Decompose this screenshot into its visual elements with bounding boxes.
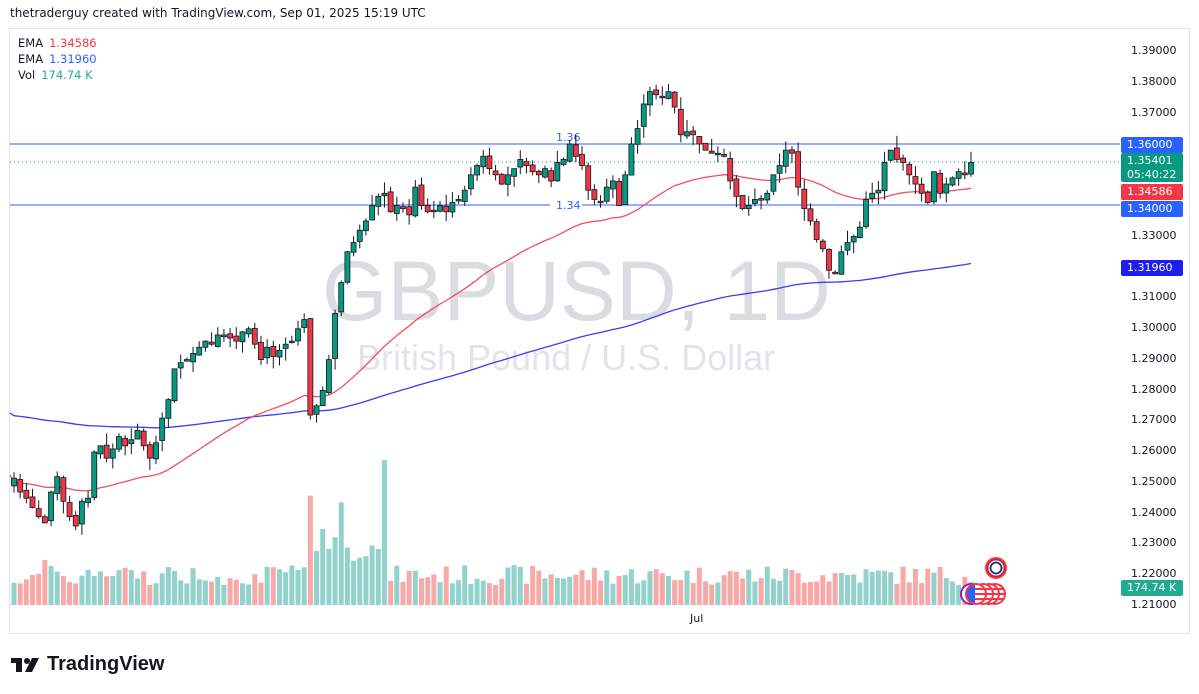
legend-ema-fast[interactable]: EMA 1.34586 xyxy=(18,36,97,50)
price-tick: 1.24000 xyxy=(1131,506,1177,519)
level-badge-1.34: 1.34000 xyxy=(1121,201,1183,217)
line-label-bg xyxy=(550,198,582,212)
price-tick: 1.28000 xyxy=(1131,383,1177,396)
legend-ema-slow[interactable]: EMA 1.31960 xyxy=(18,52,97,66)
price-tick: 1.38000 xyxy=(1131,75,1177,88)
gb-economic-event-icon[interactable] xyxy=(985,557,1007,579)
ema-slow-value: 1.31960 xyxy=(49,52,97,66)
watermark-description: British Pound / U.S. Dollar xyxy=(357,337,775,378)
price-axis-separator xyxy=(1189,28,1190,634)
volume-value: 174.74 K xyxy=(41,68,93,82)
ema-fast-badge: 1.34586 xyxy=(1121,184,1183,200)
volume-bars xyxy=(11,460,974,605)
us-economic-event-icon[interactable] xyxy=(965,583,987,605)
time-axis-label: Jul xyxy=(690,612,704,625)
price-tick: 1.37000 xyxy=(1131,106,1177,119)
price-tick: 1.30000 xyxy=(1131,321,1177,334)
price-tick: 1.26000 xyxy=(1131,444,1177,457)
legend-volume[interactable]: Vol 174.74 K xyxy=(18,68,93,82)
indicator-legend: EMA 1.34586 EMA 1.31960 Vol 174.74 K xyxy=(18,35,97,83)
price-tick: 1.31000 xyxy=(1131,290,1177,303)
line-label-bg xyxy=(550,130,582,143)
price-tick: 1.22000 xyxy=(1131,567,1177,580)
price-tick: 1.23000 xyxy=(1131,536,1177,549)
resistance-line-label: 1.36 xyxy=(556,131,581,144)
price-tick: 1.21000 xyxy=(1131,598,1177,611)
bar-countdown: 05:40:22 xyxy=(1127,168,1177,181)
ema-slow-badge: 1.31960 xyxy=(1121,260,1183,276)
candlesticks[interactable] xyxy=(11,83,974,535)
tradingview-logo-icon xyxy=(11,657,39,672)
watermark-symbol: GBPUSD, 1D xyxy=(322,244,831,338)
ema-fast-line[interactable] xyxy=(9,174,972,492)
price-tick: 1.29000 xyxy=(1131,352,1177,365)
price-tick: 1.25000 xyxy=(1131,475,1177,488)
attribution-header: thetraderguy created with TradingView.co… xyxy=(10,6,426,20)
price-tick: 1.33000 xyxy=(1131,229,1177,242)
price-tick: 1.27000 xyxy=(1131,413,1177,426)
support-line-label: 1.34 xyxy=(556,199,581,212)
tradingview-logo[interactable]: TradingView xyxy=(11,653,164,676)
last-price-badge: 1.35401 05:40:22 xyxy=(1121,153,1183,182)
ema-fast-value: 1.34586 xyxy=(49,36,97,50)
volume-badge: 174.74 K xyxy=(1121,580,1183,596)
level-badge-1.36: 1.36000 xyxy=(1121,137,1183,153)
price-tick: 1.39000 xyxy=(1131,44,1177,57)
